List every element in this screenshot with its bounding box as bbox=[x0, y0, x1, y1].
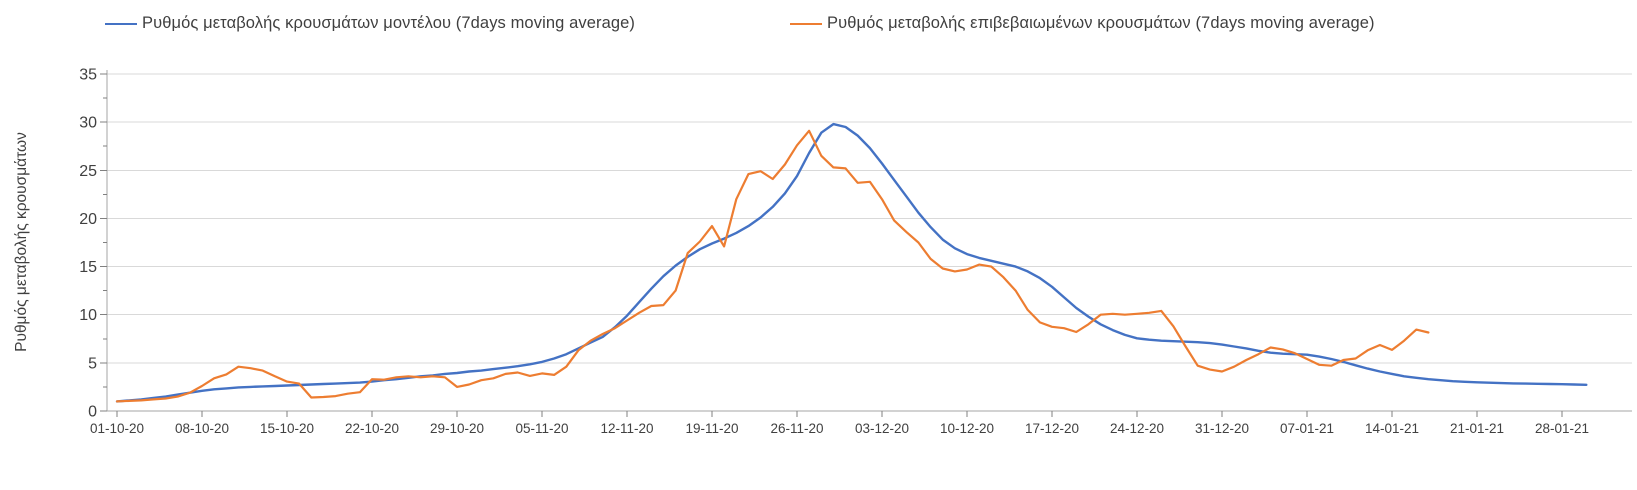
legend-item-confirmed: Ρυθμός μεταβολής επιβεβαιωμένων κρουσμάτ… bbox=[790, 14, 1375, 33]
svg-text:24-12-20: 24-12-20 bbox=[1110, 421, 1164, 436]
svg-text:15: 15 bbox=[79, 259, 97, 276]
x-tick-labels: 01-10-20 08-10-20 15-10-20 22-10-20 29-10-20… bbox=[90, 421, 1589, 436]
svg-text:29-10-20: 29-10-20 bbox=[430, 421, 484, 436]
svg-text:07-01-21: 07-01-21 bbox=[1280, 421, 1334, 436]
axes bbox=[100, 70, 1632, 417]
svg-text:21-01-21: 21-01-21 bbox=[1450, 421, 1504, 436]
svg-text:5: 5 bbox=[88, 355, 97, 372]
series-model-line bbox=[115, 122, 1588, 403]
svg-text:10-12-20: 10-12-20 bbox=[940, 421, 994, 436]
series-confirmed-line bbox=[115, 129, 1430, 403]
svg-text:22-10-20: 22-10-20 bbox=[345, 421, 399, 436]
legend-item-model: Ρυθμός μεταβολής κρουσμάτων μοντέλου (7d… bbox=[105, 14, 635, 33]
svg-text:03-12-20: 03-12-20 bbox=[855, 421, 909, 436]
legend-label-model: Ρυθμός μεταβολής κρουσμάτων μοντέλου (7d… bbox=[142, 14, 635, 32]
svg-text:17-12-20: 17-12-20 bbox=[1025, 421, 1079, 436]
legend-line-swatch-model bbox=[105, 22, 137, 25]
svg-text:10: 10 bbox=[79, 307, 97, 324]
svg-text:26-11-20: 26-11-20 bbox=[770, 421, 823, 436]
svg-text:35: 35 bbox=[79, 67, 97, 84]
legend-line-swatch-confirmed bbox=[790, 22, 822, 25]
chart-legend: Ρυθμός μεταβολής κρουσμάτων μοντέλου (7d… bbox=[0, 14, 1637, 40]
svg-text:14-01-21: 14-01-21 bbox=[1365, 421, 1419, 436]
svg-text:12-11-20: 12-11-20 bbox=[600, 421, 653, 436]
svg-text:31-12-20: 31-12-20 bbox=[1195, 421, 1249, 436]
svg-text:19-11-20: 19-11-20 bbox=[685, 421, 738, 436]
svg-text:15-10-20: 15-10-20 bbox=[260, 421, 314, 436]
svg-text:25: 25 bbox=[79, 163, 97, 180]
svg-text:30: 30 bbox=[79, 115, 97, 132]
svg-text:0: 0 bbox=[88, 404, 97, 421]
svg-text:28-01-21: 28-01-21 bbox=[1535, 421, 1589, 436]
svg-text:01-10-20: 01-10-20 bbox=[90, 421, 144, 436]
svg-text:08-10-20: 08-10-20 bbox=[175, 421, 229, 436]
gridlines bbox=[107, 73, 1632, 364]
legend-label-confirmed: Ρυθμός μεταβολής επιβεβαιωμένων κρουσμάτ… bbox=[827, 14, 1375, 32]
svg-text:05-11-20: 05-11-20 bbox=[515, 421, 568, 436]
y-tick-labels: 0 5 10 15 20 25 30 35 bbox=[79, 67, 97, 421]
svg-text:20: 20 bbox=[79, 211, 97, 228]
